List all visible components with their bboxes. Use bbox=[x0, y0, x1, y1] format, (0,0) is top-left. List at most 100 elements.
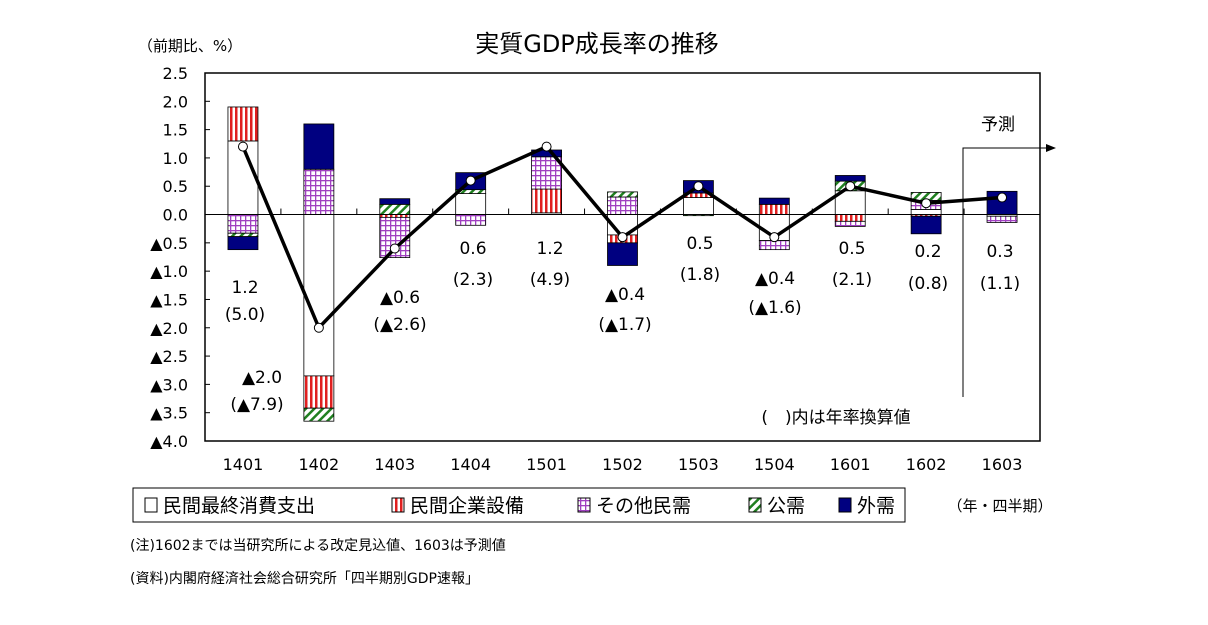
bar-segment-1401-2 bbox=[227, 214, 259, 234]
legend-swatch-3 bbox=[748, 497, 762, 513]
data-label-quarterly: ▲0.4 bbox=[755, 269, 795, 289]
x-tick-label: 1404 bbox=[450, 455, 491, 474]
bar-segment-1502-4 bbox=[607, 242, 638, 266]
y-axis-label: （前期比、%） bbox=[138, 37, 242, 55]
data-label-quarterly: 0.6 bbox=[459, 239, 486, 259]
y-tick-label: ▲3.0 bbox=[150, 375, 188, 394]
data-label-annualized: (2.1) bbox=[832, 270, 872, 290]
y-tick-label: 0.5 bbox=[163, 177, 188, 196]
data-label-annualized: (▲7.9) bbox=[230, 395, 283, 415]
y-tick-label: 1.0 bbox=[163, 149, 188, 168]
y-tick-label: 1.5 bbox=[163, 121, 188, 140]
bar-segment-1402-0 bbox=[303, 214, 335, 377]
bar-segment-1601-4 bbox=[834, 175, 866, 182]
bar-segment-1504-4 bbox=[758, 197, 790, 205]
data-label-quarterly: 0.3 bbox=[986, 242, 1013, 262]
growth-point-1402 bbox=[313, 322, 324, 333]
legend-label: 外需 bbox=[857, 495, 895, 517]
bar-segment-1403-3 bbox=[379, 203, 411, 215]
x-tick-label: 1602 bbox=[906, 455, 947, 474]
y-tick-label: 2.0 bbox=[163, 92, 188, 111]
growth-point-1403 bbox=[389, 243, 400, 254]
bar-segment-1503-0 bbox=[683, 197, 714, 215]
legend-label: 民間最終消費支出 bbox=[163, 495, 315, 517]
plot-frame bbox=[204, 72, 1041, 442]
data-label-annualized: (▲2.6) bbox=[373, 315, 426, 335]
legend-swatch-1 bbox=[391, 497, 405, 513]
bar-segment-1401-4 bbox=[227, 236, 259, 251]
source-text: (資料)内閣府経済社会総合研究所「四半期別GDP速報」 bbox=[130, 571, 479, 587]
bar-segment-1504-1 bbox=[758, 203, 790, 215]
growth-point-1501 bbox=[541, 141, 552, 152]
bar-segment-1402-2 bbox=[303, 168, 335, 215]
data-label-quarterly: ▲0.6 bbox=[380, 288, 420, 308]
legend-label: その他民需 bbox=[596, 495, 691, 517]
legend-swatch-2 bbox=[577, 497, 591, 513]
bar-segment-1402-1 bbox=[303, 375, 335, 409]
forecast-label: 予測 bbox=[981, 115, 1015, 135]
x-tick-label: 1603 bbox=[982, 455, 1023, 474]
y-tick-label: ▲3.5 bbox=[150, 404, 188, 423]
annual-note: ( )内は年率換算値 bbox=[761, 408, 910, 428]
legend-swatch-0 bbox=[144, 497, 158, 513]
bar-segment-1401-0 bbox=[227, 140, 259, 215]
x-tick-label: 1502 bbox=[602, 455, 643, 474]
x-tick-label: 1401 bbox=[223, 455, 264, 474]
x-tick-label: 1601 bbox=[830, 455, 871, 474]
growth-point-1404 bbox=[465, 175, 476, 186]
y-tick-label: ▲1.5 bbox=[150, 290, 188, 309]
data-label-quarterly: 1.2 bbox=[536, 239, 563, 259]
data-label-annualized: (5.0) bbox=[225, 305, 265, 325]
bar-segment-1501-1 bbox=[531, 188, 562, 214]
x-tick-label: 1501 bbox=[526, 455, 567, 474]
chart-title: 実質GDP成長率の推移 bbox=[475, 30, 719, 58]
growth-point-1504 bbox=[769, 232, 780, 243]
legend-label: 公需 bbox=[767, 495, 805, 517]
y-tick-label: 0.0 bbox=[163, 206, 188, 225]
bar-segment-1401-1 bbox=[227, 106, 259, 142]
data-label-annualized: (2.3) bbox=[453, 270, 493, 290]
bar-segment-1402-3 bbox=[303, 407, 335, 422]
bar-segment-1602-0 bbox=[910, 209, 942, 215]
legend-label: 民間企業設備 bbox=[410, 495, 524, 517]
growth-point-1602 bbox=[921, 198, 932, 209]
bar-segment-1601-1 bbox=[834, 214, 866, 222]
y-tick-label: ▲2.5 bbox=[150, 347, 188, 366]
bar-segment-1401-3 bbox=[227, 232, 259, 238]
data-label-quarterly: ▲0.4 bbox=[605, 285, 645, 305]
forecast-arrow-icon bbox=[1046, 144, 1056, 152]
bar-segment-1403-4 bbox=[379, 198, 411, 205]
bar-segment-1402-4 bbox=[303, 123, 335, 170]
data-label-quarterly: 0.2 bbox=[914, 242, 941, 262]
bar-segment-1602-4 bbox=[910, 215, 942, 235]
bar-segment-1404-2 bbox=[455, 214, 487, 226]
bar-segment-1404-0 bbox=[455, 193, 487, 215]
x-tick-label: 1403 bbox=[374, 455, 415, 474]
note-text: (注)1602までは当研究所による改定見込値、1603は予測値 bbox=[130, 538, 506, 554]
gdp-chart: 実質GDP成長率の推移 （前期比、%） （年・四半期） 予測 ( )内は年率換算… bbox=[132, 30, 1056, 523]
legend-box bbox=[132, 487, 906, 523]
bar-segment-1603-2 bbox=[986, 215, 1018, 223]
data-label-quarterly: 0.5 bbox=[838, 239, 865, 259]
data-label-quarterly: ▲2.0 bbox=[242, 368, 282, 388]
data-label-annualized: (1.8) bbox=[680, 265, 720, 285]
bar-segment-1501-2 bbox=[531, 156, 562, 190]
data-label-annualized: (0.8) bbox=[908, 274, 948, 294]
data-label-annualized: (▲1.6) bbox=[748, 298, 801, 318]
data-label-annualized: (1.1) bbox=[980, 274, 1020, 294]
growth-point-1502 bbox=[617, 232, 628, 243]
x-tick-label: 1503 bbox=[678, 455, 719, 474]
bar-segment-1502-2 bbox=[607, 196, 638, 215]
growth-point-1401 bbox=[237, 141, 248, 152]
forecast-bracket bbox=[962, 147, 1048, 397]
growth-point-1601 bbox=[845, 181, 856, 192]
data-label-quarterly: 1.2 bbox=[231, 278, 258, 298]
legend-swatch-4 bbox=[838, 497, 852, 513]
growth-point-1603 bbox=[997, 192, 1008, 203]
y-tick-label: ▲1.0 bbox=[150, 262, 188, 281]
data-label-quarterly: 0.5 bbox=[686, 234, 713, 254]
y-tick-label: ▲0.5 bbox=[150, 234, 188, 253]
data-label-annualized: (4.9) bbox=[530, 270, 570, 290]
x-tick-label: 1504 bbox=[754, 455, 795, 474]
